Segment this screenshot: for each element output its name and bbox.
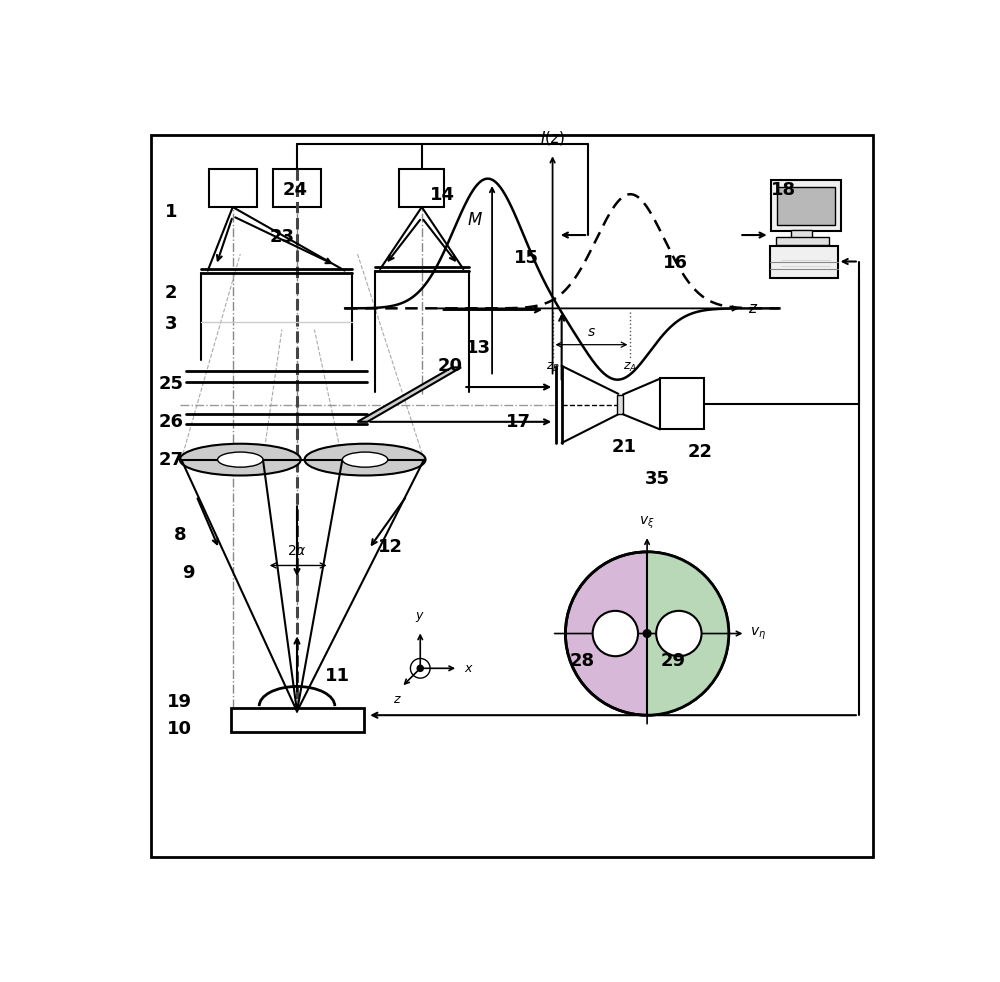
Text: $v_\eta$: $v_\eta$ [750, 626, 766, 641]
Bar [617, 395, 623, 414]
Text: 8: 8 [173, 526, 186, 544]
Text: 17: 17 [506, 412, 531, 431]
Text: 35: 35 [645, 470, 670, 488]
Polygon shape [357, 367, 461, 422]
Text: 22: 22 [688, 443, 713, 462]
Text: $z_A$: $z_A$ [623, 361, 637, 374]
Bar [273, 169, 321, 207]
Text: 10: 10 [167, 720, 192, 737]
Text: $v_\xi$: $v_\xi$ [639, 515, 655, 530]
Ellipse shape [218, 452, 263, 467]
Bar [791, 230, 812, 239]
Text: 16: 16 [663, 254, 688, 272]
Text: 14: 14 [430, 186, 455, 204]
Text: $z$: $z$ [748, 300, 758, 316]
Text: 28: 28 [570, 652, 595, 670]
Bar [399, 169, 444, 207]
Text: 23: 23 [269, 228, 294, 246]
Text: 20: 20 [438, 356, 463, 375]
Text: $z$: $z$ [393, 692, 402, 705]
Text: 29: 29 [660, 652, 685, 670]
Text: 27: 27 [158, 451, 183, 468]
Circle shape [416, 665, 424, 672]
Text: 21: 21 [612, 438, 637, 456]
Ellipse shape [305, 444, 426, 475]
Bar [660, 378, 704, 429]
Text: 2: 2 [164, 284, 177, 302]
Text: 13: 13 [466, 340, 491, 357]
Text: $x$: $x$ [464, 662, 474, 675]
Circle shape [565, 552, 729, 715]
Text: 19: 19 [167, 692, 192, 711]
Text: 25: 25 [158, 375, 183, 393]
Text: 3: 3 [164, 314, 177, 333]
Text: $2\alpha$: $2\alpha$ [287, 544, 307, 558]
Text: $I(z)$: $I(z)$ [540, 130, 565, 147]
Bar [776, 238, 829, 245]
Text: 26: 26 [158, 412, 183, 431]
Text: 15: 15 [514, 248, 539, 267]
Bar [771, 180, 841, 232]
Text: 11: 11 [325, 667, 350, 684]
Ellipse shape [342, 452, 388, 467]
Text: $M$: $M$ [467, 211, 483, 229]
Text: 12: 12 [378, 538, 403, 557]
Text: $s$: $s$ [587, 325, 596, 339]
Text: $y$: $y$ [415, 611, 425, 625]
Ellipse shape [180, 444, 301, 475]
Circle shape [656, 611, 702, 656]
Text: $z_B$: $z_B$ [546, 361, 560, 374]
Circle shape [593, 611, 638, 656]
Bar [777, 188, 835, 225]
Text: 1: 1 [164, 203, 177, 221]
Wedge shape [647, 552, 729, 715]
Text: 24: 24 [282, 181, 307, 198]
Text: 9: 9 [183, 564, 195, 582]
Circle shape [643, 629, 652, 638]
Text: 18: 18 [771, 181, 796, 198]
Bar [209, 169, 257, 207]
Bar [231, 708, 364, 732]
Bar [770, 246, 838, 278]
